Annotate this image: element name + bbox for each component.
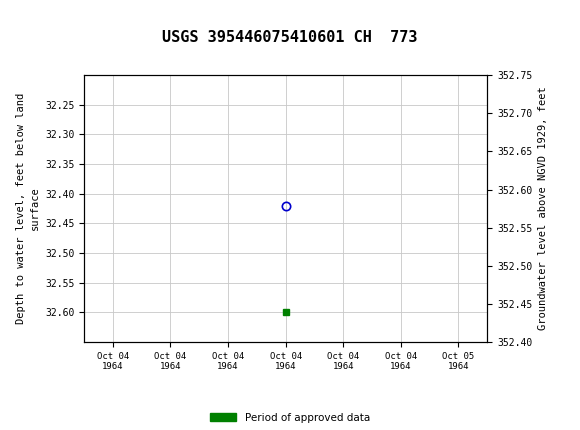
Legend: Period of approved data: Period of approved data xyxy=(210,413,370,423)
Y-axis label: Groundwater level above NGVD 1929, feet: Groundwater level above NGVD 1929, feet xyxy=(538,87,548,330)
Y-axis label: Depth to water level, feet below land
surface: Depth to water level, feet below land su… xyxy=(16,93,39,324)
Text: USGS: USGS xyxy=(55,9,102,24)
Text: USGS 395446075410601 CH  773: USGS 395446075410601 CH 773 xyxy=(162,30,418,45)
FancyBboxPatch shape xyxy=(3,3,52,29)
